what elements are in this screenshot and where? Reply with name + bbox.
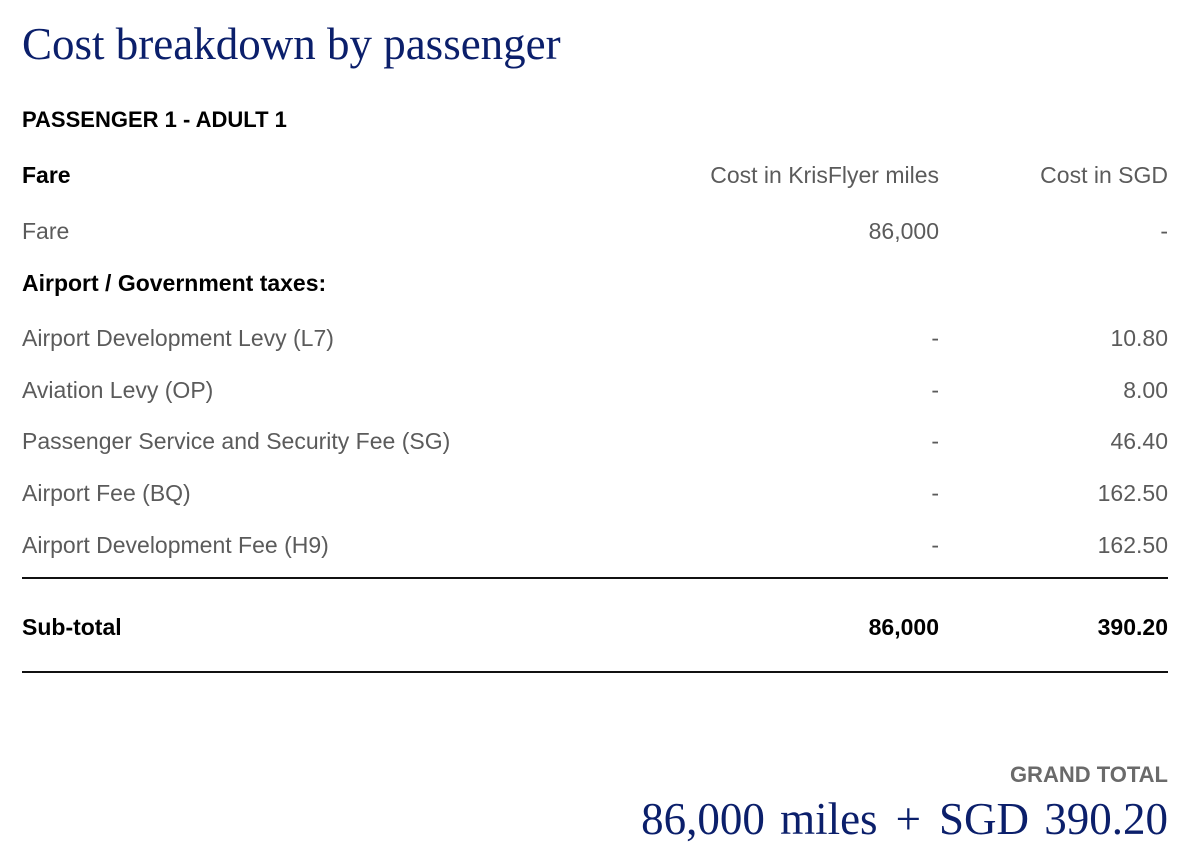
- grand-total-label: GRAND TOTAL: [1009, 762, 1168, 787]
- tax-row-sgd: 10.80: [1110, 325, 1168, 351]
- passenger-heading: PASSENGER 1 - ADULT 1: [22, 107, 287, 132]
- subtotal-sgd: 390.20: [1097, 614, 1168, 640]
- fare-row-label: Fare: [22, 218, 70, 244]
- tax-row-miles: -: [931, 377, 939, 403]
- tax-row-l7: Airport Development Levy (L7) - 10.80: [22, 323, 1168, 353]
- tax-row-label: Airport Development Fee (H9): [22, 532, 329, 558]
- tax-row-miles: -: [931, 428, 939, 454]
- tax-row-sg: Passenger Service and Security Fee (SG) …: [22, 426, 1168, 456]
- tax-row-label: Airport Fee (BQ): [22, 480, 191, 506]
- tax-row-sgd: 46.40: [1110, 428, 1168, 454]
- fare-row: Fare 86,000 -: [22, 216, 1168, 246]
- tax-row-sgd: 162.50: [1097, 532, 1168, 558]
- tax-row-label: Airport Development Levy (L7): [22, 325, 334, 351]
- grand-total-sgd: SGD 390.20: [938, 794, 1168, 844]
- tax-row-label: Passenger Service and Security Fee (SG): [22, 428, 451, 454]
- subtotal-row: Sub-total 86,000 390.20: [22, 612, 1168, 642]
- sgd-column-header: Cost in SGD: [1040, 162, 1168, 188]
- subtotal-label: Sub-total: [22, 614, 122, 640]
- tax-row-label: Aviation Levy (OP): [22, 377, 214, 403]
- tax-row-miles: -: [931, 532, 939, 558]
- fare-row-sgd: -: [1160, 218, 1168, 244]
- grand-total-plus: +: [895, 794, 921, 844]
- tax-row-sgd: 162.50: [1097, 480, 1168, 506]
- tax-row-miles: -: [931, 325, 939, 351]
- subtotal-miles: 86,000: [868, 614, 939, 640]
- tax-row-op: Aviation Levy (OP) - 8.00: [22, 375, 1168, 405]
- column-header-row: Fare Cost in KrisFlyer miles Cost in SGD: [22, 160, 1168, 190]
- fare-row-miles: 86,000: [868, 218, 939, 244]
- page-title: Cost breakdown by passenger: [22, 19, 561, 69]
- subtotal-divider-top: [22, 577, 1168, 579]
- fare-section-label: Fare: [22, 162, 71, 188]
- grand-total-value: 86,000 miles + SGD 390.20: [641, 788, 1168, 850]
- tax-row-miles: -: [931, 480, 939, 506]
- tax-row-h9: Airport Development Fee (H9) - 162.50: [22, 530, 1168, 560]
- grand-total-miles: 86,000 miles: [641, 794, 878, 844]
- taxes-heading: Airport / Government taxes:: [22, 270, 327, 296]
- subtotal-divider-bottom: [22, 671, 1168, 673]
- tax-row-sgd: 8.00: [1123, 377, 1168, 403]
- tax-row-bq: Airport Fee (BQ) - 162.50: [22, 478, 1168, 508]
- miles-column-header: Cost in KrisFlyer miles: [710, 162, 939, 188]
